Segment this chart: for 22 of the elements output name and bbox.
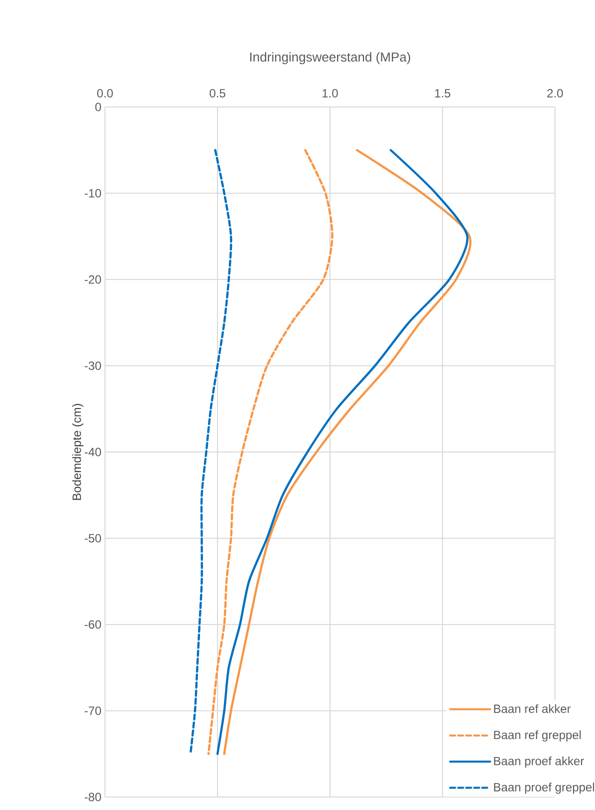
- line-series: [207, 149, 334, 755]
- legend-label: Baan proef akker: [494, 756, 584, 768]
- legend-label: Baan ref greppel: [494, 730, 581, 742]
- x-tick-label: 0.5: [210, 89, 226, 98]
- line-series: [189, 149, 232, 755]
- y-axis-title: Bodemdiepte (cm): [72, 404, 84, 500]
- y-tick-label: -70: [84, 706, 102, 715]
- x-tick-label: 2.0: [547, 89, 563, 98]
- y-tick-label: -60: [84, 620, 102, 629]
- y-tick-label: 0: [95, 102, 102, 112]
- x-tick-label: 1.5: [435, 89, 450, 98]
- x-tick-label: 1.0: [322, 89, 338, 98]
- x-axis-title: Indringingsweerstand (MPa): [250, 52, 410, 64]
- y-tick-label: -20: [84, 275, 102, 284]
- y-tick-label: -40: [84, 448, 102, 456]
- legend-label: Baan proef greppel: [494, 782, 594, 794]
- y-tick-label: -10: [84, 189, 102, 198]
- y-tick-label: -80: [84, 792, 102, 802]
- y-tick-label: -30: [84, 362, 102, 370]
- y-tick-label: -50: [84, 534, 102, 542]
- x-tick-label: 0.0: [97, 89, 113, 98]
- legend-label: Baan ref akker: [494, 704, 571, 714]
